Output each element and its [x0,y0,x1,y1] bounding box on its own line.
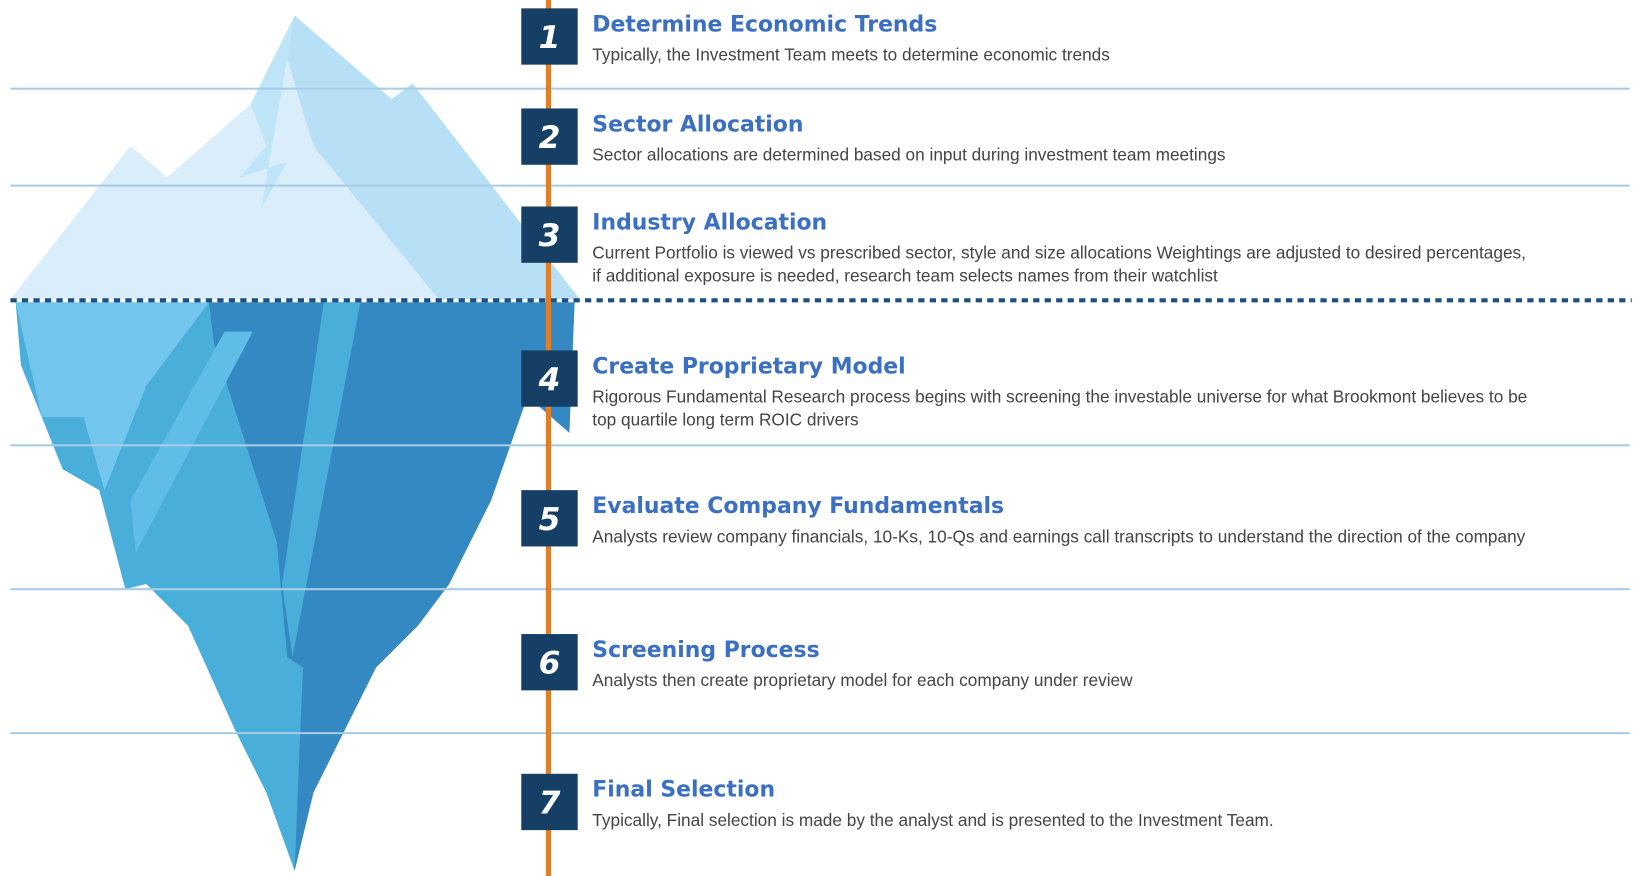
step-number: 6 [539,646,561,682]
step-number: 1 [539,20,561,56]
step: 6 Screening Process Analysts then create p… [521,634,1133,691]
step-description: Typically, the Investment Team meets to … [592,44,1110,64]
step-badge [521,490,578,547]
steps: 1 Determine Economic Trends Typically, the… [521,8,1527,831]
separators [10,87,1630,735]
step-badge [521,634,578,691]
step-badge [521,8,578,65]
step-number: 5 [539,502,561,538]
iceberg-facet [130,331,253,553]
step-description: Rigorous Fundamental Research process be… [592,387,1527,407]
step-number: 7 [539,785,561,821]
step-title: Evaluate Company Fundamentals [592,494,1004,519]
step: 5 Evaluate Company Fundamentals Analysts r… [521,490,1526,547]
step: 7 Final Selection Typically, Final selecti… [521,773,1274,831]
step-title: Industry Allocation [592,210,827,235]
iceberg-top-facet [282,15,580,300]
step-description: if additional exposure is needed, resear… [592,266,1218,286]
step-title: Create Proprietary Model [592,354,905,379]
iceberg-facet [15,302,209,491]
step-title: Screening Process [592,638,819,663]
step-badge [521,108,578,165]
step: 2 Sector Allocation Sector allocations are… [521,108,1226,165]
step-title: Final Selection [592,778,775,803]
iceberg-top-facet [240,15,295,209]
step-badge [521,773,578,831]
step-description: Typically, Final selection is made by th… [592,810,1273,830]
step: 3 Industry Allocation Current Portfolio is… [521,206,1526,286]
step-number: 2 [539,120,561,156]
step-description: Current Portfolio is viewed vs prescribe… [592,243,1526,263]
step-description: Sector allocations are determined based … [592,145,1225,165]
step: 4 Create Proprietary Model Rigorous Fundam… [521,350,1527,429]
step-title: Sector Allocation [592,112,803,137]
step-description: Analysts review company financials, 10-K… [592,526,1525,546]
step-number: 3 [539,218,561,254]
step-title: Determine Economic Trends [592,12,937,37]
iceberg-facet [282,302,361,657]
step: 1 Determine Economic Trends Typically, the… [521,8,1110,65]
step-description: top quartile long term ROIC drivers [592,409,858,429]
step-badge [521,206,578,263]
step-number: 4 [538,362,561,398]
iceberg [10,15,580,871]
step-badge [521,350,578,407]
step-description: Analysts then create proprietary model f… [592,670,1133,690]
